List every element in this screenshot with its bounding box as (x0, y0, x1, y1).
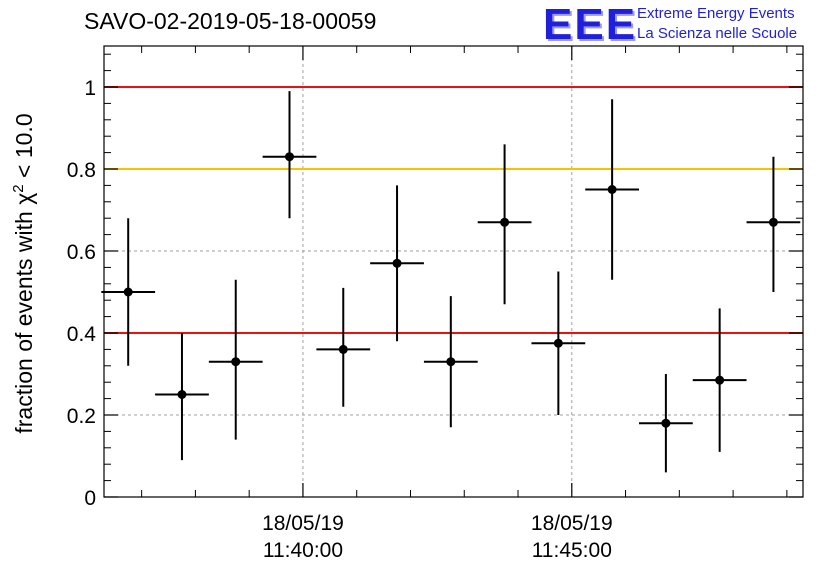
x-tick-label-date: 18/05/19 (262, 512, 344, 535)
x-tick-label-time: 11:45:00 (532, 539, 612, 562)
y-tick-label: 1 (84, 77, 96, 100)
y-axis-label: fraction of events with χ2 < 10.0 (10, 113, 37, 433)
data-point (500, 217, 510, 227)
data-point (768, 217, 778, 227)
logo-line-2: La Scienza nelle Scuole (637, 25, 798, 42)
axis-labels: 0 0.2 0.4 0.6 0.8 1 18/05/19 11:40:00 18/05/19 11… (67, 77, 613, 562)
data-point (446, 357, 456, 367)
y-tick-label: 0.8 (67, 159, 96, 182)
data-points (101, 91, 801, 473)
eee-logo: EEE Extreme Energy Events La Scienza nel… (543, 2, 833, 48)
y-axis-label-chi: χ (11, 193, 37, 205)
data-point (553, 338, 563, 348)
axis-ticks (104, 46, 803, 498)
data-point (607, 185, 617, 194)
plot-frame (103, 45, 804, 498)
y-axis-label-prefix: fraction of events with (11, 205, 37, 434)
data-point (231, 357, 241, 367)
data-point (392, 258, 402, 268)
x-tick-label-time: 11:40:00 (263, 539, 343, 562)
reference-lines (104, 86, 803, 334)
data-point (123, 287, 133, 297)
x-tick-label-date: 18/05/19 (531, 512, 613, 535)
y-axis-label-suffix: < 10.0 (11, 113, 37, 184)
y-tick-label: 0.4 (67, 323, 97, 346)
chart-title: SAVO-02-2019-05-18-00059 (84, 8, 377, 34)
data-point (177, 390, 187, 399)
eee-logo-mark: EEE (543, 0, 638, 49)
data-point (661, 418, 671, 428)
y-tick-label: 0.6 (67, 241, 96, 264)
data-point (285, 152, 295, 162)
y-axis-label-sup: 2 (10, 184, 27, 192)
grid-layer (104, 46, 803, 497)
data-point (715, 375, 725, 385)
y-tick-label: 0.2 (67, 405, 96, 428)
logo-line-1: Extreme Energy Events (637, 5, 795, 22)
data-point (338, 344, 348, 354)
y-tick-label: 0 (84, 487, 96, 510)
